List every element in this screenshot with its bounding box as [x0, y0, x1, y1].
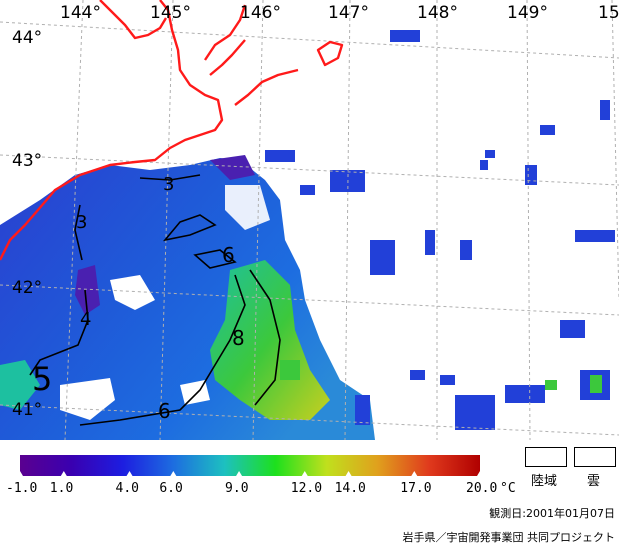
cloud-legend-label: 雲: [587, 474, 601, 489]
observation-date: 観測日:2001年01月07日: [489, 507, 615, 520]
colorbar-tick-mark: [170, 471, 177, 476]
colorbar-tick-label: 1.0: [49, 481, 74, 496]
colorbar-tick-mark: [126, 471, 133, 476]
colorbar-tick-label: 14.0: [334, 481, 366, 496]
contour-label: 3: [76, 212, 87, 233]
graticule: [0, 0, 619, 440]
contour-label: 5: [32, 360, 52, 398]
colorbar-tick-label: 12.0: [290, 481, 323, 496]
colorbar-tick-mark: [236, 471, 243, 476]
isotherms: [29, 174, 281, 426]
colorbar-tick-mark: [411, 471, 418, 476]
land-legend-label: 陸域: [531, 474, 558, 489]
colorbar-fill: [20, 455, 480, 476]
sst-colorbar: [20, 455, 480, 476]
lon-label: 146°: [240, 3, 281, 23]
lon-label: 15: [598, 3, 619, 23]
lat-label: 41°: [12, 400, 43, 420]
sst-cold-patch: [75, 265, 100, 315]
lon-label: 148°: [417, 3, 458, 23]
lon-label: 149°: [507, 3, 548, 23]
colorbar-tick-mark: [477, 471, 480, 476]
sst-warm-west: [0, 360, 40, 410]
colorbar-tick-mark: [345, 471, 352, 476]
contour-label: 3: [163, 174, 174, 195]
lat-label: 42°: [12, 278, 43, 298]
credit-line: 岩手県／宇宙開発事業団 共同プロジェクト: [402, 531, 616, 544]
colorbar-tick-label: 20.0: [466, 481, 498, 496]
lon-label: 144°: [60, 3, 101, 23]
coastline: [0, 0, 344, 261]
contour-label: 4: [80, 309, 91, 330]
sst-scatter: [265, 30, 615, 430]
sst-scatter-warm: [280, 360, 602, 393]
cloud-patch: [110, 275, 155, 310]
contour-label: 6: [222, 243, 235, 267]
sst-map: 3 3 4 5 6 6 8: [0, 0, 619, 440]
colorbar-tick-label: -1.0: [6, 481, 38, 496]
colorbar-tick-mark: [60, 471, 67, 476]
colorbar-tick-label: 9.0: [225, 481, 249, 496]
colorbar-unit: °C: [500, 481, 516, 496]
contour-label: 6: [158, 399, 171, 423]
cloud-patch: [60, 378, 115, 420]
lat-label: 43°: [12, 151, 43, 171]
contour-labels: 3 3 4 5 6 6 8: [32, 174, 245, 423]
colorbar-tick-mark: [20, 471, 23, 476]
colorbar-tick-mark: [301, 471, 308, 476]
land-legend-swatch: [525, 447, 567, 467]
lon-label: 145°: [150, 3, 191, 23]
contour-label: 8: [232, 326, 245, 350]
colorbar-tick-label: 4.0: [115, 481, 139, 496]
colorbar-tick-label: 6.0: [159, 481, 183, 496]
colorbar-tick-marks: [20, 471, 480, 476]
cloud-patch: [225, 185, 270, 230]
cloud-legend-swatch: [574, 447, 616, 467]
sst-cold-patch: [210, 155, 255, 180]
lon-label: 147°: [328, 3, 369, 23]
colorbar-tick-label: 17.0: [400, 481, 432, 496]
lat-label: 44°: [12, 28, 43, 48]
